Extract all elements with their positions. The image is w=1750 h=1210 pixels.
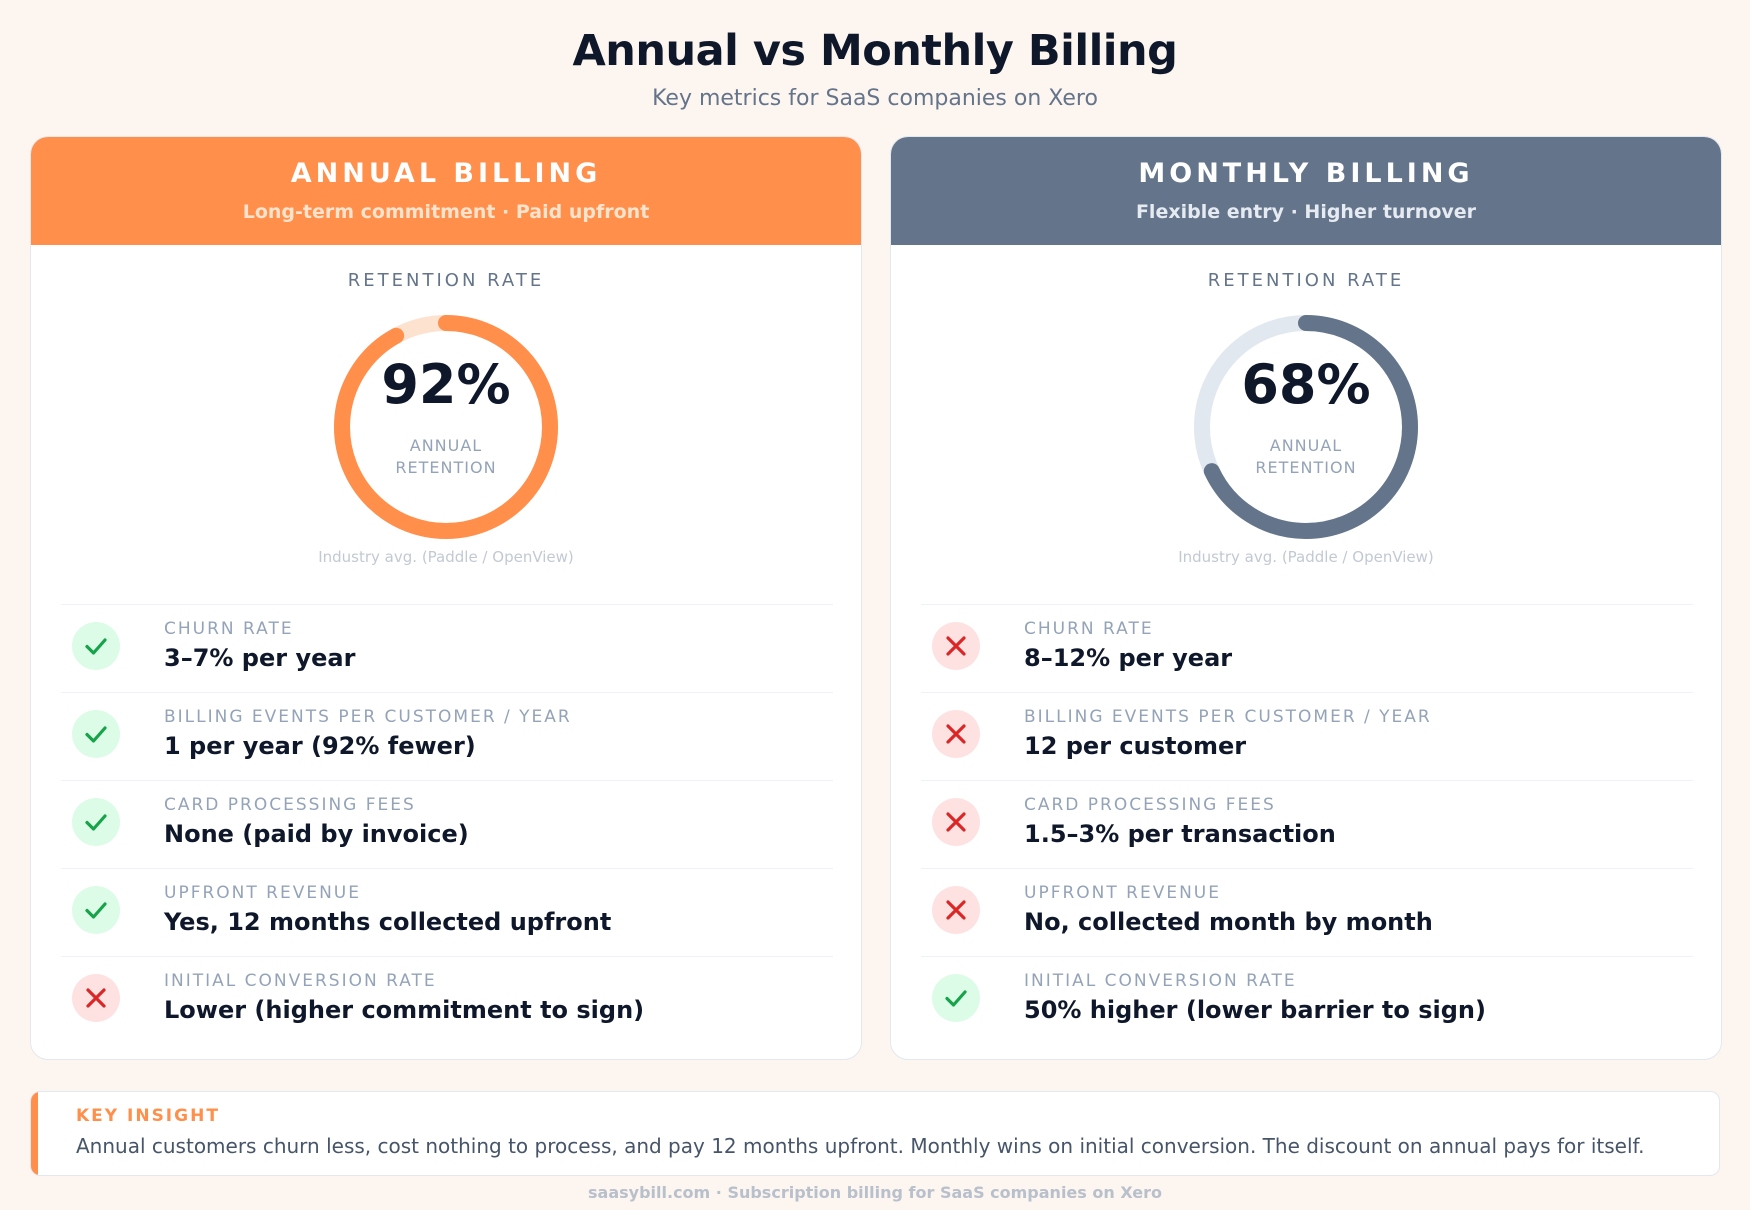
page-subtitle: Key metrics for SaaS companies on Xero (652, 86, 1098, 111)
footer-text: saasybill.com · Subscription billing for… (588, 1183, 1162, 1202)
metric-row: UPFRONT REVENUE Yes, 12 months collected … (61, 868, 833, 956)
monthly-source-note: Industry avg. (Paddle / OpenView) (1178, 548, 1434, 566)
annual-ring-caption-line2: RETENTION (395, 458, 497, 477)
page-title: Annual vs Monthly Billing (572, 26, 1178, 76)
insight-label: KEY INSIGHT (76, 1106, 220, 1126)
metric-row: CARD PROCESSING FEES 1.5–3% per transacti… (921, 780, 1693, 868)
metric-value: Yes, 12 months collected upfront (164, 908, 612, 936)
metric-row: INITIAL CONVERSION RATE 50% higher (lower… (921, 956, 1693, 1044)
annual-retention-value: 92% (381, 353, 511, 416)
metric-row: BILLING EVENTS PER CUSTOMER / YEAR 12 per… (921, 692, 1693, 780)
check-icon (72, 622, 120, 670)
metric-label: BILLING EVENTS PER CUSTOMER / YEAR (1024, 707, 1432, 727)
metric-row: UPFRONT REVENUE No, collected month by mo… (921, 868, 1693, 956)
annual-ring-chart (334, 315, 558, 539)
annual-card-subtitle: Long-term commitment · Paid upfront (242, 201, 650, 223)
insight-text: Annual customers churn less, cost nothin… (76, 1134, 1645, 1158)
metric-label: UPFRONT REVENUE (164, 883, 361, 903)
metric-value: 12 per customer (1024, 732, 1247, 760)
metric-value: None (paid by invoice) (164, 820, 469, 848)
metric-label: INITIAL CONVERSION RATE (1024, 971, 1297, 991)
monthly-ring-caption-line2: RETENTION (1255, 458, 1357, 477)
annual-card-header: ANNUAL BILLING Long-term commitment · Pa… (31, 137, 861, 245)
annual-metrics-list: CHURN RATE 3–7% per year BILLING EVENTS PE… (61, 604, 833, 1044)
annual-card-title: ANNUAL BILLING (290, 158, 602, 189)
monthly-card-title: MONTHLY BILLING (1138, 158, 1474, 189)
metric-value: No, collected month by month (1024, 908, 1433, 936)
metric-row: INITIAL CONVERSION RATE Lower (higher com… (61, 956, 833, 1044)
metric-row: CHURN RATE 3–7% per year (61, 604, 833, 692)
annual-ring-caption: ANNUAL RETENTION (326, 435, 566, 479)
monthly-ring-chart (1194, 315, 1418, 539)
annual-retention-ring: 92% ANNUAL RETENTION (326, 307, 566, 547)
key-insight-box: KEY INSIGHT Annual customers churn less,… (30, 1091, 1720, 1176)
monthly-card-header: MONTHLY BILLING Flexible entry · Higher … (891, 137, 1721, 245)
cross-icon (932, 622, 980, 670)
monthly-ring-progress (1194, 315, 1418, 539)
metric-label: INITIAL CONVERSION RATE (164, 971, 437, 991)
monthly-retention-ring: 68% ANNUAL RETENTION (1186, 307, 1426, 547)
cross-icon (72, 974, 120, 1022)
annual-ring-caption-line1: ANNUAL (409, 436, 483, 455)
metric-label: CARD PROCESSING FEES (164, 795, 416, 815)
metric-value: 1.5–3% per transaction (1024, 820, 1336, 848)
cross-icon (932, 798, 980, 846)
cross-icon (932, 710, 980, 758)
annual-retention-label: RETENTION RATE (347, 270, 545, 291)
metric-label: CHURN RATE (164, 619, 294, 639)
metric-label: BILLING EVENTS PER CUSTOMER / YEAR (164, 707, 572, 727)
annual-billing-card: ANNUAL BILLING Long-term commitment · Pa… (30, 136, 862, 1060)
check-icon (932, 974, 980, 1022)
metric-row: CHURN RATE 8–12% per year (921, 604, 1693, 692)
annual-source-note: Industry avg. (Paddle / OpenView) (318, 548, 574, 566)
metric-value: 50% higher (lower barrier to sign) (1024, 996, 1486, 1024)
check-icon (72, 886, 120, 934)
metric-value: 1 per year (92% fewer) (164, 732, 476, 760)
monthly-retention-label: RETENTION RATE (1207, 270, 1405, 291)
metric-value: Lower (higher commitment to sign) (164, 996, 645, 1024)
monthly-ring-caption: ANNUAL RETENTION (1186, 435, 1426, 479)
metric-value: 3–7% per year (164, 644, 356, 672)
monthly-metrics-list: CHURN RATE 8–12% per year BILLING EVENTS P… (921, 604, 1693, 1044)
metric-value: 8–12% per year (1024, 644, 1233, 672)
metric-label: UPFRONT REVENUE (1024, 883, 1221, 903)
cross-icon (932, 886, 980, 934)
monthly-card-subtitle: Flexible entry · Higher turnover (1135, 201, 1477, 223)
metric-label: CARD PROCESSING FEES (1024, 795, 1276, 815)
metric-row: BILLING EVENTS PER CUSTOMER / YEAR 1 per … (61, 692, 833, 780)
annual-ring-progress (334, 315, 558, 539)
monthly-billing-card: MONTHLY BILLING Flexible entry · Higher … (890, 136, 1722, 1060)
check-icon (72, 798, 120, 846)
monthly-ring-caption-line1: ANNUAL (1269, 436, 1343, 455)
metric-row: CARD PROCESSING FEES None (paid by invoic… (61, 780, 833, 868)
metric-label: CHURN RATE (1024, 619, 1154, 639)
monthly-retention-value: 68% (1241, 353, 1371, 416)
check-icon (72, 710, 120, 758)
insight-accent-bar (31, 1092, 38, 1175)
